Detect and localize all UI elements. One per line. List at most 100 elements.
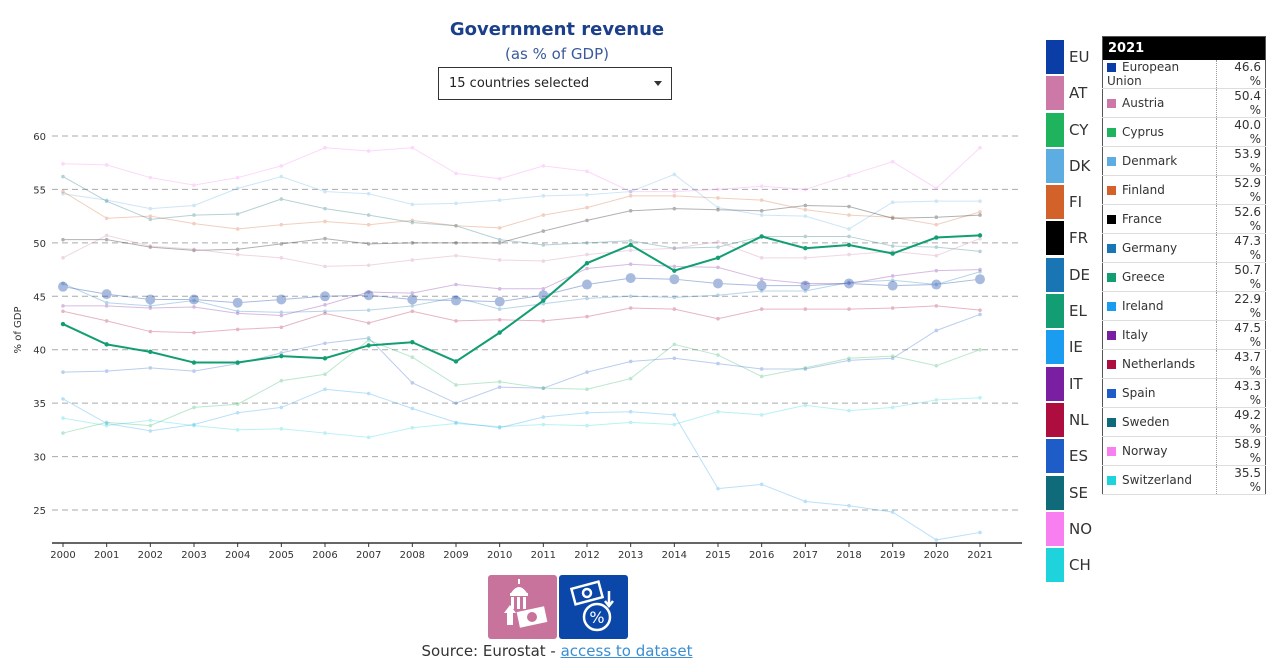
data-point[interactable] bbox=[148, 175, 153, 180]
data-point[interactable] bbox=[497, 258, 502, 262]
data-point[interactable] bbox=[585, 410, 589, 415]
data-point[interactable] bbox=[934, 304, 939, 308]
data-point[interactable] bbox=[410, 304, 415, 308]
series-EU[interactable] bbox=[58, 273, 985, 308]
data-point[interactable] bbox=[192, 203, 196, 208]
data-point[interactable] bbox=[104, 421, 109, 426]
data-point[interactable] bbox=[497, 379, 502, 384]
series-FI[interactable] bbox=[61, 189, 982, 231]
data-point[interactable] bbox=[541, 301, 546, 306]
data-point[interactable] bbox=[279, 242, 284, 246]
data-point[interactable] bbox=[672, 342, 677, 347]
data-point[interactable] bbox=[454, 223, 458, 228]
data-point[interactable] bbox=[934, 245, 939, 249]
data-point[interactable] bbox=[104, 342, 109, 347]
data-point[interactable] bbox=[628, 294, 633, 299]
data-point[interactable] bbox=[672, 246, 677, 250]
data-point[interactable] bbox=[148, 329, 153, 334]
data-point[interactable] bbox=[148, 429, 153, 433]
data-point[interactable] bbox=[847, 173, 851, 178]
data-point[interactable] bbox=[366, 338, 371, 342]
data-point[interactable] bbox=[844, 278, 854, 289]
data-point[interactable] bbox=[934, 363, 939, 368]
data-point[interactable] bbox=[628, 194, 633, 198]
data-point[interactable] bbox=[803, 281, 808, 286]
data-point[interactable] bbox=[585, 370, 589, 374]
data-point[interactable] bbox=[628, 189, 633, 194]
data-point[interactable] bbox=[61, 191, 65, 196]
data-point[interactable] bbox=[541, 164, 546, 168]
data-point[interactable] bbox=[541, 319, 546, 323]
series-line[interactable] bbox=[62, 147, 981, 193]
data-point[interactable] bbox=[890, 354, 895, 358]
data-point[interactable] bbox=[585, 192, 589, 197]
data-point[interactable] bbox=[978, 269, 982, 274]
data-point[interactable] bbox=[800, 280, 811, 291]
data-point[interactable] bbox=[235, 247, 240, 252]
data-point[interactable] bbox=[104, 163, 109, 167]
data-point[interactable] bbox=[104, 369, 109, 373]
data-point[interactable] bbox=[454, 241, 458, 245]
data-point[interactable] bbox=[192, 423, 196, 428]
data-point[interactable] bbox=[366, 149, 371, 153]
data-point[interactable] bbox=[759, 213, 764, 217]
data-point[interactable] bbox=[978, 213, 982, 217]
data-point[interactable] bbox=[672, 268, 677, 273]
data-point[interactable] bbox=[934, 398, 939, 402]
data-point[interactable] bbox=[279, 378, 284, 383]
data-point[interactable] bbox=[628, 242, 633, 248]
data-point[interactable] bbox=[803, 214, 808, 218]
data-point[interactable] bbox=[803, 499, 808, 504]
data-point[interactable] bbox=[628, 248, 633, 253]
data-point[interactable] bbox=[451, 295, 461, 306]
data-point[interactable] bbox=[410, 309, 415, 314]
data-point[interactable] bbox=[497, 198, 502, 202]
data-point[interactable] bbox=[148, 418, 153, 423]
data-point[interactable] bbox=[759, 209, 764, 213]
data-point[interactable] bbox=[60, 321, 66, 327]
data-point[interactable] bbox=[104, 216, 109, 221]
data-point[interactable] bbox=[585, 218, 589, 223]
data-point[interactable] bbox=[148, 217, 153, 222]
data-point[interactable] bbox=[235, 212, 240, 216]
data-point[interactable] bbox=[847, 307, 851, 311]
series-line[interactable] bbox=[62, 397, 981, 438]
data-point[interactable] bbox=[978, 396, 982, 400]
data-point[interactable] bbox=[847, 408, 851, 413]
data-point[interactable] bbox=[890, 251, 895, 256]
data-point[interactable] bbox=[803, 367, 808, 371]
data-point[interactable] bbox=[323, 372, 327, 377]
data-point[interactable] bbox=[366, 343, 371, 348]
dataset-link[interactable]: access to dataset bbox=[560, 642, 693, 660]
data-point[interactable] bbox=[890, 244, 895, 248]
data-point[interactable] bbox=[716, 486, 720, 491]
data-point[interactable] bbox=[232, 297, 243, 308]
data-point[interactable] bbox=[497, 424, 502, 429]
data-point[interactable] bbox=[410, 340, 415, 345]
data-point[interactable] bbox=[192, 369, 196, 373]
data-point[interactable] bbox=[366, 242, 371, 246]
series-CY[interactable] bbox=[61, 338, 982, 435]
data-point[interactable] bbox=[978, 199, 982, 203]
data-point[interactable] bbox=[716, 293, 720, 298]
data-point[interactable] bbox=[148, 304, 153, 308]
data-point[interactable] bbox=[148, 244, 153, 248]
data-point[interactable] bbox=[934, 186, 939, 191]
data-point[interactable] bbox=[890, 306, 895, 310]
data-point[interactable] bbox=[890, 278, 895, 283]
data-point[interactable] bbox=[497, 385, 502, 389]
data-point[interactable] bbox=[628, 209, 633, 213]
data-point[interactable] bbox=[628, 189, 633, 194]
data-point[interactable] bbox=[497, 241, 502, 245]
data-point[interactable] bbox=[803, 256, 808, 260]
data-point[interactable] bbox=[716, 316, 720, 321]
data-point[interactable] bbox=[584, 260, 590, 266]
data-point[interactable] bbox=[978, 210, 982, 214]
data-point[interactable] bbox=[978, 530, 982, 535]
data-point[interactable] bbox=[497, 226, 502, 230]
data-point[interactable] bbox=[410, 241, 415, 245]
data-point[interactable] bbox=[61, 416, 65, 420]
data-point[interactable] bbox=[323, 236, 327, 241]
data-point[interactable] bbox=[541, 229, 546, 233]
data-point[interactable] bbox=[454, 420, 458, 425]
